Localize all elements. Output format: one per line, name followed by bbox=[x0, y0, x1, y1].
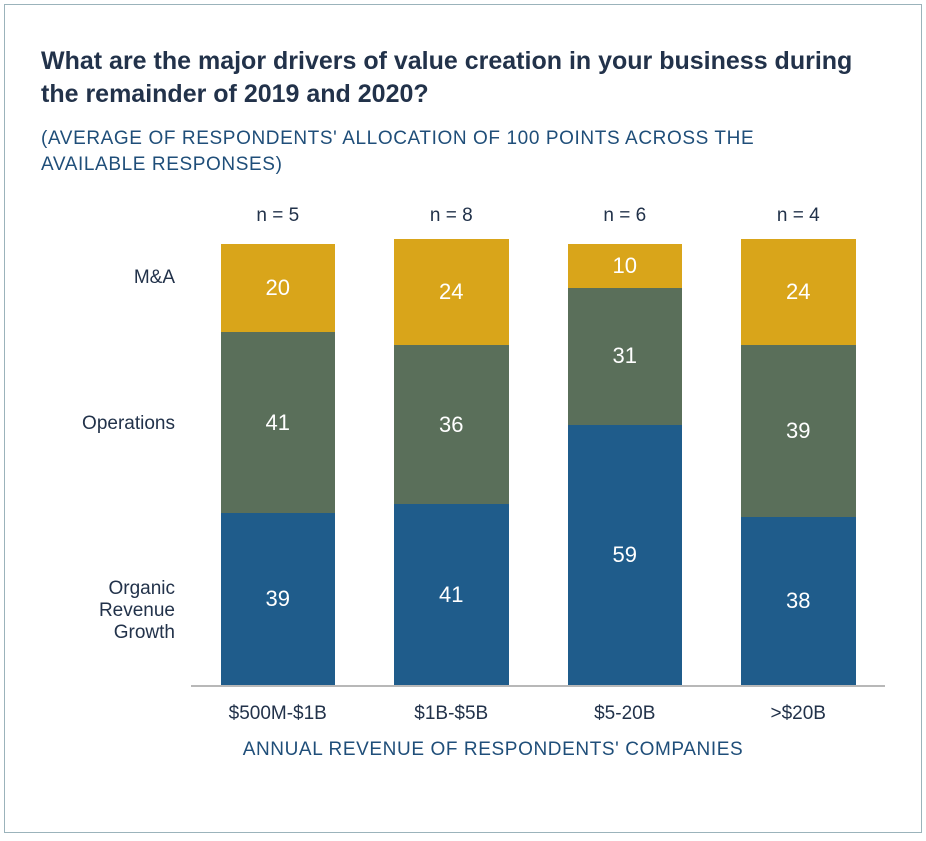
segment-operations: 36 bbox=[394, 345, 509, 504]
n-label: n = 6 bbox=[538, 205, 712, 239]
bar-column: 103159 bbox=[538, 239, 712, 685]
segment-organic: 39 bbox=[221, 513, 336, 685]
x-axis-row: $500M-$1B$1B-$5B$5-20B>$20B bbox=[191, 687, 885, 725]
chart-subtitle: (AVERAGE OF RESPONDENTS' ALLOCATION OF 1… bbox=[41, 126, 861, 177]
n-label: n = 8 bbox=[365, 205, 539, 239]
segment-ma: 20 bbox=[221, 244, 336, 332]
x-label: >$20B bbox=[712, 703, 886, 725]
bar-stack: 103159 bbox=[568, 239, 683, 685]
x-label: $5-20B bbox=[538, 703, 712, 725]
segment-organic: 59 bbox=[568, 425, 683, 686]
bar-stack: 243938 bbox=[741, 239, 856, 685]
bar-stack: 204139 bbox=[221, 239, 336, 685]
y-axis-labels: M&A Operations Organic Revenue Growth bbox=[41, 205, 191, 725]
segment-organic: 41 bbox=[394, 504, 509, 685]
bar-column: 243641 bbox=[365, 239, 539, 685]
segment-operations: 39 bbox=[741, 345, 856, 517]
bar-stack: 243641 bbox=[394, 239, 509, 685]
bar-column: 204139 bbox=[191, 239, 365, 685]
bar-column: 243938 bbox=[712, 239, 886, 685]
segment-operations: 41 bbox=[221, 332, 336, 513]
y-label-organic: Organic Revenue Growth bbox=[99, 578, 175, 644]
bars-row: 204139243641103159243938 bbox=[191, 239, 885, 687]
segment-ma: 10 bbox=[568, 244, 683, 288]
n-row: n = 5n = 8n = 6n = 4 bbox=[191, 205, 885, 239]
y-label-operations: Operations bbox=[82, 413, 175, 435]
n-label: n = 5 bbox=[191, 205, 365, 239]
plot-area: n = 5n = 8n = 6n = 4 2041392436411031592… bbox=[191, 205, 885, 725]
chart-card: What are the major drivers of value crea… bbox=[4, 4, 922, 833]
segment-operations: 31 bbox=[568, 288, 683, 425]
x-axis-title: ANNUAL REVENUE OF RESPONDENTS' COMPANIES bbox=[101, 739, 885, 761]
segment-organic: 38 bbox=[741, 517, 856, 685]
x-label: $500M-$1B bbox=[191, 703, 365, 725]
segment-ma: 24 bbox=[394, 239, 509, 345]
y-label-ma: M&A bbox=[134, 267, 175, 289]
n-label: n = 4 bbox=[712, 205, 886, 239]
x-label: $1B-$5B bbox=[365, 703, 539, 725]
chart-area: M&A Operations Organic Revenue Growth n = … bbox=[41, 205, 885, 725]
chart-title: What are the major drivers of value crea… bbox=[41, 45, 861, 110]
segment-ma: 24 bbox=[741, 239, 856, 345]
